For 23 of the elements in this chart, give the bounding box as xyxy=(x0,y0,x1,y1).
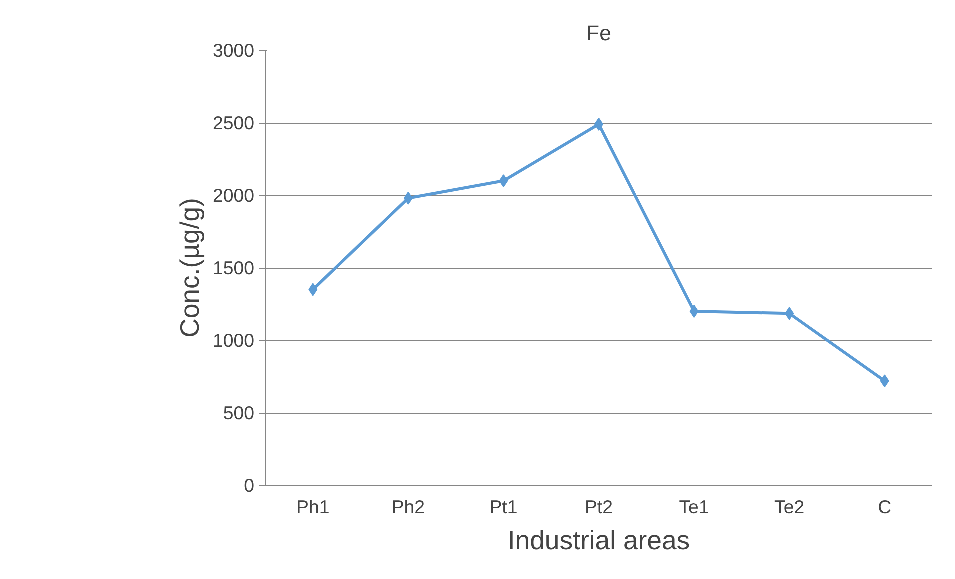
point xyxy=(308,283,318,296)
point xyxy=(785,307,794,320)
x-axis-title: Industrial areas xyxy=(508,526,690,556)
point xyxy=(690,305,699,318)
x-tick-label: Ph1 xyxy=(296,496,330,518)
x-tick-label: C xyxy=(878,496,892,518)
y-axis-title: Conc.(µg/g) xyxy=(174,198,205,338)
x-tick-label: Ph2 xyxy=(392,496,426,518)
chart-title: Fe xyxy=(586,22,612,46)
y-tick-label: 2000 xyxy=(212,185,255,206)
y-tick-label: 2500 xyxy=(212,112,255,134)
y-tick-label: 3000 xyxy=(212,40,255,61)
point xyxy=(499,174,508,188)
y-tick-label: 1000 xyxy=(212,330,255,351)
point xyxy=(404,192,413,205)
x-tick-label: Pt1 xyxy=(490,496,518,518)
x-tick-label: Pt2 xyxy=(585,496,614,518)
y-tick-label: 500 xyxy=(223,402,255,424)
x-tick-label: Te1 xyxy=(679,496,710,518)
point xyxy=(880,374,890,388)
y-tick-label: 1500 xyxy=(212,258,255,278)
x-tick-label: Te2 xyxy=(774,496,805,518)
y-tick-label: 0 xyxy=(244,475,255,496)
